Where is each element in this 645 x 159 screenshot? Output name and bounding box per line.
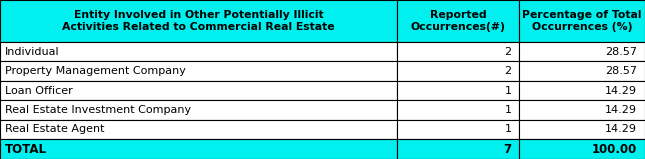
Bar [519, 61, 645, 81]
Text: 28.57: 28.57 [605, 47, 637, 57]
Bar [0, 0, 397, 42]
Text: Entity Involved in Other Potentially Illicit
Activities Related to Commercial Re: Entity Involved in Other Potentially Ill… [62, 10, 335, 32]
Bar [397, 61, 519, 81]
Bar [519, 139, 645, 159]
Bar [397, 120, 519, 139]
Text: Loan Officer: Loan Officer [5, 86, 73, 96]
Text: 14.29: 14.29 [605, 86, 637, 96]
Bar [519, 120, 645, 139]
Text: Percentage of Total
Occurrences (%): Percentage of Total Occurrences (%) [522, 10, 642, 32]
Bar [0, 61, 397, 81]
Text: Real Estate Investment Company: Real Estate Investment Company [5, 105, 192, 115]
Text: 1: 1 [504, 86, 511, 96]
Bar [397, 42, 519, 61]
Text: 1: 1 [504, 124, 511, 134]
Bar [0, 100, 397, 120]
Bar [0, 120, 397, 139]
Bar [397, 100, 519, 120]
Bar [0, 139, 397, 159]
Bar [519, 100, 645, 120]
Text: 2: 2 [504, 47, 511, 57]
Text: 2: 2 [504, 66, 511, 76]
Bar [397, 139, 519, 159]
Text: Property Management Company: Property Management Company [5, 66, 186, 76]
Text: 7: 7 [503, 142, 511, 156]
Bar [519, 0, 645, 42]
Bar [397, 0, 519, 42]
Text: 100.00: 100.00 [592, 142, 637, 156]
Bar [397, 81, 519, 100]
Text: Individual: Individual [5, 47, 60, 57]
Text: TOTAL: TOTAL [5, 142, 47, 156]
Bar [519, 81, 645, 100]
Text: 14.29: 14.29 [605, 105, 637, 115]
Bar [0, 42, 397, 61]
Text: 28.57: 28.57 [605, 66, 637, 76]
Text: 14.29: 14.29 [605, 124, 637, 134]
Text: Reported
Occurrences(#): Reported Occurrences(#) [410, 10, 506, 32]
Bar [0, 81, 397, 100]
Text: Real Estate Agent: Real Estate Agent [5, 124, 104, 134]
Bar [519, 42, 645, 61]
Text: 1: 1 [504, 105, 511, 115]
